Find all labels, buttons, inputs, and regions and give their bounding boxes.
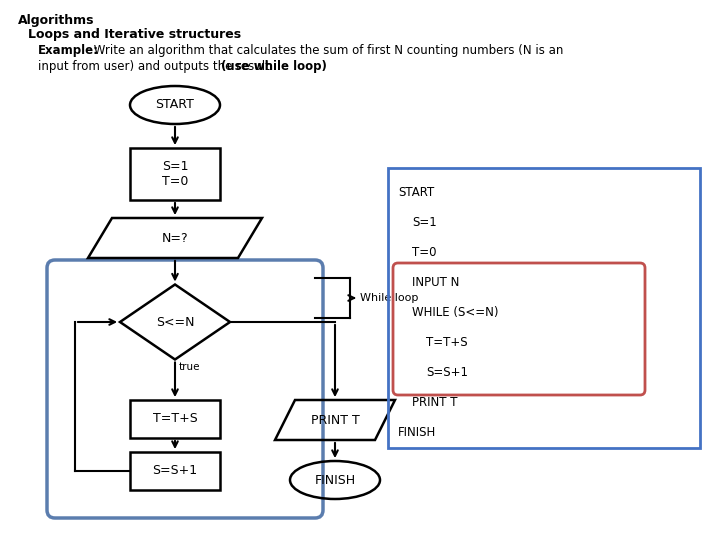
Text: PRINT T: PRINT T: [310, 414, 359, 427]
Text: true: true: [179, 361, 200, 372]
Text: Algorithms: Algorithms: [18, 14, 94, 27]
Text: T=T+S: T=T+S: [153, 413, 197, 426]
Text: (use while loop): (use while loop): [221, 60, 327, 73]
Text: PRINT T: PRINT T: [412, 396, 457, 409]
Text: S<=N: S<=N: [156, 315, 194, 328]
Text: Write an algorithm that calculates the sum of first N counting numbers (N is an: Write an algorithm that calculates the s…: [90, 44, 563, 57]
Text: WHILE (S<=N): WHILE (S<=N): [412, 306, 498, 319]
Text: N=?: N=?: [162, 232, 189, 245]
Text: START: START: [398, 186, 434, 199]
Text: S=S+1: S=S+1: [426, 366, 468, 379]
Text: FINISH: FINISH: [315, 474, 356, 487]
Text: Loops and Iterative structures: Loops and Iterative structures: [28, 28, 241, 41]
Text: T=0: T=0: [412, 246, 436, 259]
Text: INPUT N: INPUT N: [412, 276, 459, 289]
Text: Example:: Example:: [38, 44, 99, 57]
Text: S=1: S=1: [412, 216, 437, 229]
Text: S=1
T=0: S=1 T=0: [162, 160, 188, 188]
Text: START: START: [156, 98, 194, 111]
Text: S=S+1: S=S+1: [153, 464, 197, 477]
Text: input from user) and outputs the result: input from user) and outputs the result: [38, 60, 274, 73]
Text: While loop: While loop: [360, 293, 418, 303]
Text: FINISH: FINISH: [398, 426, 436, 439]
Text: T=T+S: T=T+S: [426, 336, 467, 349]
